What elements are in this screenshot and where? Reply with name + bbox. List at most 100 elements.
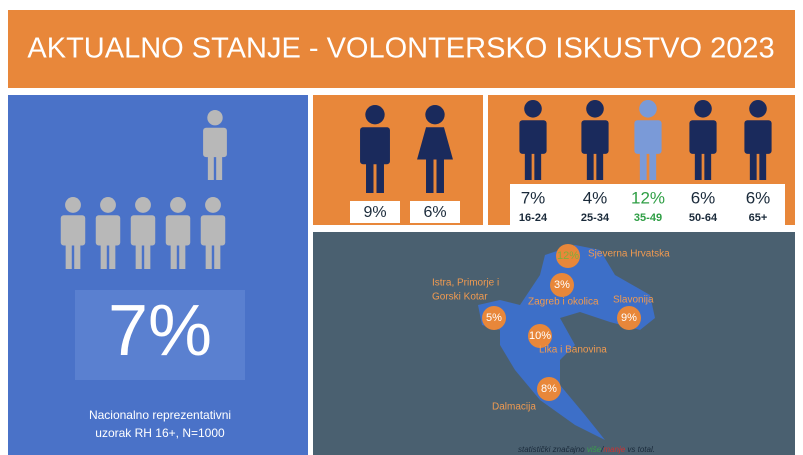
- total-panel: [8, 95, 308, 455]
- region-name: Slavonija: [613, 295, 654, 306]
- region-marker: [617, 306, 641, 330]
- leg: [704, 148, 712, 180]
- leg: [109, 240, 116, 269]
- body: [689, 120, 717, 154]
- age-label: 65+: [749, 212, 768, 224]
- body: [360, 127, 390, 165]
- total-value: 7%: [108, 291, 212, 371]
- value-box: [350, 201, 400, 223]
- header-bar: [8, 10, 795, 88]
- head: [586, 100, 604, 118]
- body: [60, 215, 86, 246]
- region-value: 8%: [541, 383, 557, 395]
- region-name: Lika i Banovina: [539, 345, 607, 356]
- leg: [135, 240, 142, 269]
- region-name: Istra, Primorje i: [432, 278, 499, 289]
- body: [130, 215, 156, 246]
- note: uzorak RH 16+, N=1000: [95, 426, 225, 440]
- person-icon: [634, 100, 662, 180]
- region-marker: [537, 377, 561, 401]
- head: [65, 197, 81, 213]
- leg: [214, 240, 221, 269]
- region-name: Zagreb i okolica: [528, 297, 599, 308]
- person-icon: [165, 197, 191, 269]
- person-icon: [130, 197, 156, 269]
- head: [170, 197, 186, 213]
- person-icon: [95, 197, 121, 269]
- age-value: 4%: [583, 188, 608, 207]
- region-value: 10%: [529, 330, 551, 342]
- footnote-part: /: [600, 445, 604, 454]
- body: [200, 215, 226, 246]
- leg: [694, 148, 702, 180]
- head: [365, 105, 385, 125]
- note: Nacionalno reprezentativni: [89, 408, 231, 422]
- region-value: 5%: [486, 312, 502, 324]
- leg: [426, 157, 434, 193]
- leg: [534, 148, 542, 180]
- age-value: 12%: [631, 188, 665, 207]
- person-icon: [360, 105, 390, 193]
- head: [100, 197, 116, 213]
- leg: [170, 240, 177, 269]
- footnote-part: vs total.: [625, 445, 655, 454]
- head: [639, 100, 657, 118]
- leg: [207, 152, 214, 180]
- footnote-part: manje: [603, 445, 625, 454]
- leg: [216, 152, 223, 180]
- region-name: Sjeverna Hrvatska: [588, 249, 670, 260]
- body: [744, 120, 772, 154]
- body: [519, 120, 547, 154]
- leg: [144, 240, 151, 269]
- total-box: [75, 290, 245, 380]
- region-marker: [528, 324, 552, 348]
- gender-value: 6%: [423, 204, 446, 221]
- leg: [74, 240, 81, 269]
- person-icon: [203, 110, 227, 180]
- leg: [179, 240, 186, 269]
- head: [524, 100, 542, 118]
- region-value: 9%: [621, 312, 637, 324]
- age-label: 50-64: [689, 212, 718, 224]
- body: [634, 120, 662, 154]
- map-shape: [478, 245, 655, 440]
- region-value: 12%: [557, 250, 579, 262]
- head: [135, 197, 151, 213]
- region-marker: [556, 244, 580, 268]
- leg: [649, 148, 657, 180]
- leg: [639, 148, 647, 180]
- leg: [65, 240, 72, 269]
- leg: [436, 157, 444, 193]
- head: [205, 197, 221, 213]
- body: [581, 120, 609, 154]
- leg: [366, 157, 374, 193]
- value-box: [510, 184, 785, 225]
- region-marker: [482, 306, 506, 330]
- leg: [524, 148, 532, 180]
- head: [207, 110, 223, 126]
- body: [165, 215, 191, 246]
- gender-value: 9%: [363, 204, 386, 221]
- leg: [376, 157, 384, 193]
- leg: [205, 240, 212, 269]
- leg: [749, 148, 757, 180]
- person-icon: [200, 197, 226, 269]
- region-marker: [550, 273, 574, 297]
- body: [203, 127, 227, 158]
- age-label: 35-49: [634, 212, 662, 224]
- age-value: 6%: [691, 188, 716, 207]
- value-box: [410, 201, 460, 223]
- person-icon: [60, 197, 86, 269]
- leg: [100, 240, 107, 269]
- head: [425, 105, 445, 125]
- age-label: 16-24: [519, 212, 548, 224]
- person-icon: [519, 100, 547, 180]
- leg: [586, 148, 594, 180]
- leg: [596, 148, 604, 180]
- body: [95, 215, 121, 246]
- age-value: 6%: [746, 188, 771, 207]
- age-value: 7%: [521, 188, 546, 207]
- leg: [759, 148, 767, 180]
